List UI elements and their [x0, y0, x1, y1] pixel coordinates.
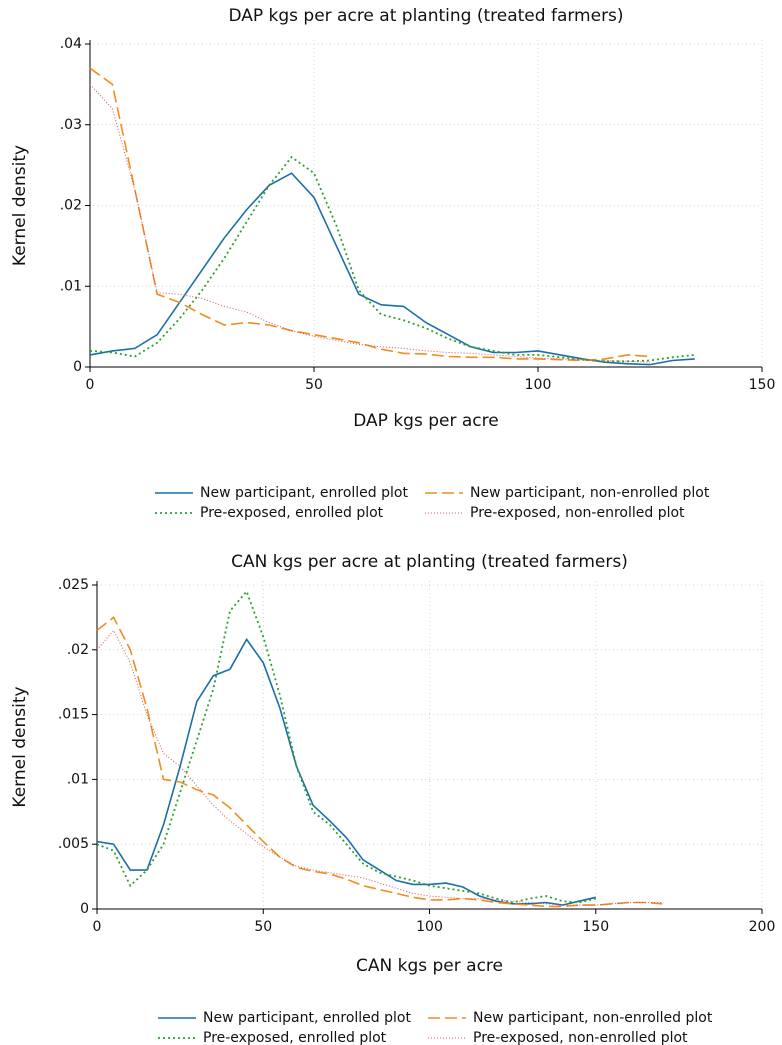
y-tick-label: .02 [60, 198, 82, 214]
x-tick-label: 50 [305, 377, 323, 393]
x-tick-label: 0 [86, 377, 95, 393]
legend-label: Pre-exposed, enrolled plot [203, 1030, 387, 1045]
chart-title: CAN kgs per acre at planting (treated fa… [231, 552, 628, 572]
y-axis-label: Kernel density [10, 686, 30, 807]
x-tick-label: 100 [416, 919, 443, 935]
y-tick-label: .01 [67, 771, 89, 787]
y-axis-label: Kernel density [10, 145, 30, 266]
y-tick-label: 0 [80, 901, 89, 917]
legend-label: Pre-exposed, non-enrolled plot [473, 1030, 688, 1045]
chart-title: DAP kgs per acre at planting (treated fa… [228, 6, 623, 26]
legend-label: Pre-exposed, non-enrolled plot [470, 505, 685, 521]
series-line [96, 629, 663, 906]
y-tick-label: .04 [60, 36, 82, 52]
x-tick-label: 100 [525, 377, 552, 393]
x-tick-label: 200 [749, 919, 776, 935]
series-line [89, 155, 695, 363]
legend-label: New participant, non-enrolled plot [473, 1010, 713, 1026]
y-tick-label: .02 [67, 642, 89, 658]
y-tick-label: .03 [60, 117, 82, 133]
series-line [96, 616, 663, 908]
y-tick-label: 0 [73, 359, 82, 375]
series-line [89, 172, 695, 366]
series-line [96, 589, 597, 904]
x-tick-label: 50 [254, 919, 272, 935]
y-tick-label: .005 [58, 836, 89, 852]
x-axis-label: DAP kgs per acre [353, 411, 498, 431]
x-tick-label: 0 [93, 919, 102, 935]
legend-label: New participant, non-enrolled plot [470, 485, 710, 501]
legend-label: New participant, enrolled plot [203, 1010, 411, 1026]
x-axis-label: CAN kgs per acre [356, 956, 503, 976]
series-line [96, 637, 596, 906]
series-line [89, 84, 651, 363]
y-tick-label: .01 [60, 278, 82, 294]
series-line [89, 67, 651, 362]
legend-label: Pre-exposed, enrolled plot [200, 505, 384, 521]
x-tick-label: 150 [749, 377, 776, 393]
y-tick-label: .025 [58, 577, 89, 593]
legend-label: New participant, enrolled plot [200, 485, 408, 501]
y-tick-label: .015 [58, 707, 89, 723]
x-tick-label: 150 [582, 919, 609, 935]
